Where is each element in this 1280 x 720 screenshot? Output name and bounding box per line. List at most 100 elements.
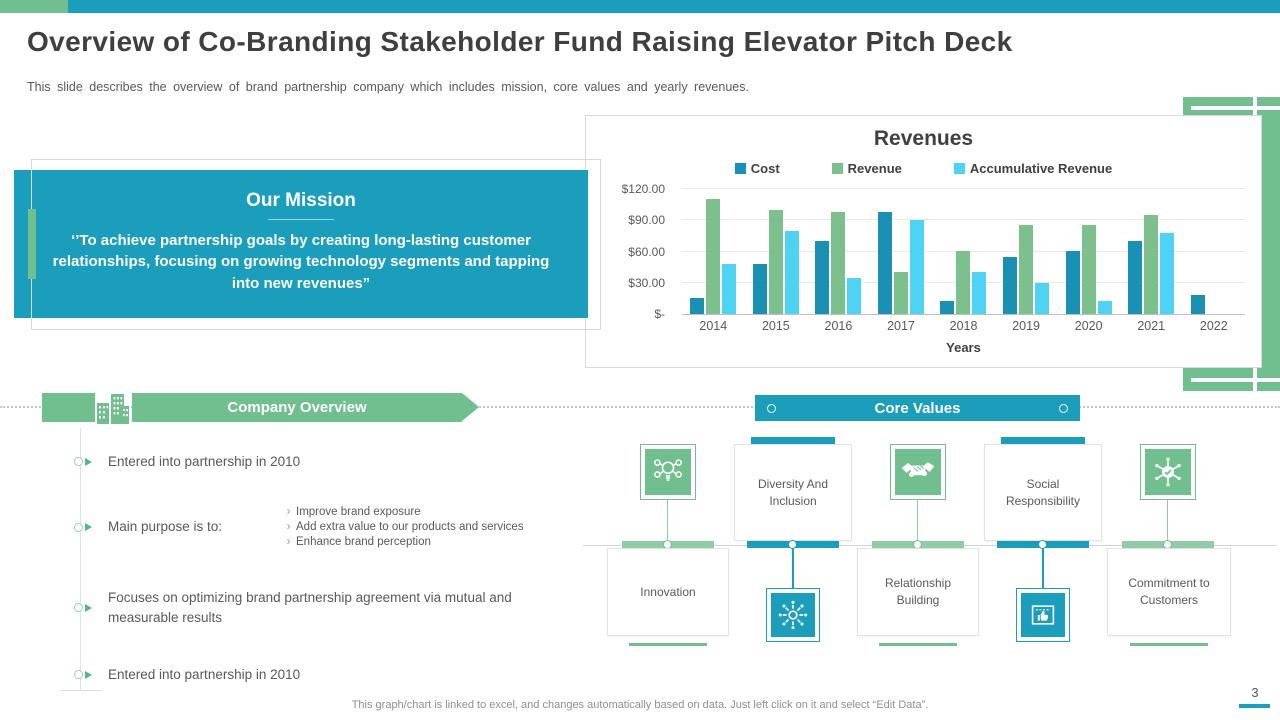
timeline-vertical-line	[80, 428, 81, 690]
bar	[1128, 241, 1143, 314]
legend-item: Cost	[734, 161, 780, 176]
mission-title-divider	[268, 219, 334, 220]
approval-certificate-icon	[1021, 593, 1065, 637]
list-item-text: Entered into partnership in 2010	[108, 454, 301, 469]
connector-line	[917, 500, 918, 541]
legend-swatch-icon	[734, 163, 746, 174]
network-check-icon	[1145, 449, 1191, 495]
sub-list-item: Enhance brand perception	[296, 536, 431, 548]
connector-line	[1167, 500, 1168, 541]
gridline	[682, 219, 1245, 220]
bar	[831, 212, 846, 314]
list-item: Entered into partnership in 2010	[74, 452, 300, 472]
bar	[706, 199, 721, 314]
bar	[909, 220, 924, 314]
sub-list-item: Add extra value to our products and serv…	[296, 521, 524, 533]
card-underline	[629, 643, 707, 646]
starburst-icon	[771, 593, 815, 637]
bar	[893, 272, 908, 314]
y-axis-tick: $60.00	[628, 244, 665, 259]
mission-accent-bar	[28, 209, 36, 279]
bar	[972, 272, 987, 314]
chart-plot	[682, 188, 1245, 315]
bar	[1160, 233, 1175, 314]
sub-bullet-caret-icon: ›	[286, 506, 291, 518]
core-value-card: Innovation	[607, 548, 729, 636]
core-value-card: Diversity And Inclusion	[734, 444, 852, 541]
axis-node	[788, 540, 797, 549]
bar	[752, 264, 767, 314]
chart-y-axis: $120.00 $90.00 $60.00 $30.00 $-	[586, 182, 674, 321]
page-number-underline	[1239, 704, 1270, 708]
bar	[784, 231, 799, 314]
bar-group-2021	[1128, 215, 1175, 314]
bullet-circle-icon	[74, 457, 83, 467]
bar	[1144, 215, 1159, 314]
list-item: Entered into partnership in 2010	[74, 665, 300, 685]
x-axis-tick: 2019	[1012, 319, 1040, 333]
banner-circle-icon	[1059, 404, 1068, 413]
card-underline	[879, 643, 957, 646]
list-item-text: Main purpose is to:	[108, 519, 223, 535]
bullet-circle-icon	[74, 603, 83, 613]
core-values-header: Core Values	[874, 399, 961, 417]
bar	[1003, 257, 1017, 314]
company-overview-banner: Company Overview	[132, 393, 479, 422]
y-axis-tick: $30.00	[628, 275, 665, 290]
list-item-text: Focuses on optimizing brand partnership …	[108, 590, 512, 625]
bar-group-2017	[877, 212, 924, 314]
bar	[956, 251, 971, 314]
core-values-banner: Core Values	[755, 395, 1080, 421]
core-value-icon-box	[1140, 444, 1196, 500]
core-value-card: Commitment to Customers	[1107, 548, 1231, 636]
axis-node	[1038, 540, 1047, 549]
bar-group-2014	[690, 199, 737, 314]
core-value-card: Relationship Building	[857, 548, 979, 636]
legend-item: Accumulative Revenue	[953, 161, 1112, 176]
bullet-circle-icon	[74, 522, 83, 532]
bar-group-2020	[1065, 225, 1112, 314]
legend-item: Revenue	[831, 161, 902, 176]
y-axis-tick: $-	[654, 307, 665, 321]
list-item: Focuses on optimizing brand partnership …	[74, 588, 570, 627]
bar	[722, 264, 737, 314]
handshake-icon	[895, 449, 941, 495]
x-axis-tick: 2015	[761, 319, 790, 333]
x-axis-tick: 2022	[1199, 319, 1228, 333]
x-axis-tick: 2017	[887, 319, 915, 333]
card-top-bar	[1001, 437, 1085, 444]
revenues-chart[interactable]: Revenues Cost Revenue Accumulative Revenue…	[585, 115, 1262, 368]
connector-line	[1042, 545, 1044, 588]
core-value-label: Relationship Building	[884, 576, 952, 607]
footer-note: This graph/chart is linked to excel, and…	[351, 699, 929, 711]
y-axis-tick: $120.00	[621, 182, 665, 196]
core-value-label: Innovation	[640, 584, 696, 599]
x-axis-tick: 2018	[949, 319, 978, 333]
bar	[877, 212, 892, 314]
x-axis-tick: 2016	[824, 319, 853, 333]
bar	[1065, 251, 1080, 314]
card-top-bar	[751, 437, 835, 444]
bullet-arrow-icon	[85, 670, 92, 679]
mission-title: Our Mission	[246, 190, 356, 211]
bar-group-2022	[1190, 295, 1237, 314]
sub-bullet-caret-icon: ›	[286, 521, 291, 533]
core-value-icon-box	[640, 444, 696, 500]
list-item: Main purpose is to: › Improve brand expos…	[74, 505, 524, 549]
connector-line	[667, 500, 668, 541]
bar	[815, 241, 830, 314]
core-value-icon-box	[1016, 588, 1070, 642]
chart-title: Revenues	[873, 127, 974, 150]
page-title: Overview of Co-Branding Stakeholder Fund…	[27, 26, 1013, 57]
sub-bullet-caret-icon: ›	[286, 536, 291, 548]
legend-label: Revenue	[847, 161, 902, 176]
bullet-arrow-icon	[85, 523, 92, 531]
core-value-label: Diversity And Inclusion	[757, 476, 829, 508]
bar-group-2019	[1003, 225, 1049, 314]
dotted-divider-line	[0, 406, 1280, 408]
buildings-icon	[95, 389, 131, 426]
bar-group-2016	[815, 212, 862, 314]
bar-group-2015	[752, 210, 799, 314]
sub-list-item: Improve brand exposure	[296, 506, 421, 518]
